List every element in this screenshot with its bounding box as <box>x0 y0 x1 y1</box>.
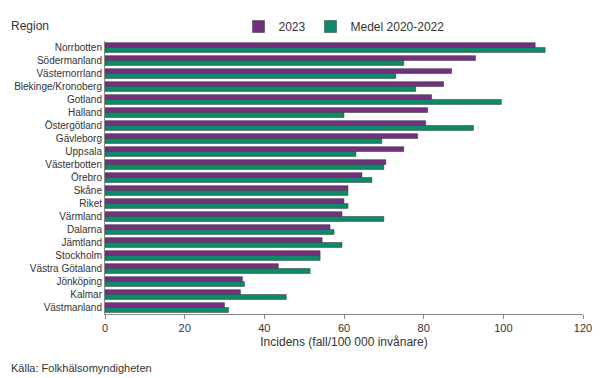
svg-text:Riket: Riket <box>79 198 102 209</box>
svg-text:Norrbotten: Norrbotten <box>55 42 102 53</box>
svg-text:Jönköping: Jönköping <box>56 276 102 287</box>
svg-text:40: 40 <box>258 322 270 334</box>
svg-text:Gävleborg: Gävleborg <box>56 133 102 144</box>
svg-text:100: 100 <box>494 322 512 334</box>
svg-text:Östergötland: Östergötland <box>45 120 102 131</box>
svg-text:Dalarna: Dalarna <box>67 224 102 235</box>
svg-text:Halland: Halland <box>68 107 102 118</box>
svg-text:60: 60 <box>338 322 350 334</box>
svg-text:Gotland: Gotland <box>67 94 102 105</box>
svg-text:Södermanland: Södermanland <box>37 55 102 66</box>
svg-text:0: 0 <box>102 322 108 334</box>
svg-text:20: 20 <box>179 322 191 334</box>
svg-text:80: 80 <box>418 322 430 334</box>
svg-text:Värmland: Värmland <box>59 211 102 222</box>
svg-text:Källa: Folkhälsomyndigheten: Källa: Folkhälsomyndigheten <box>11 362 152 374</box>
svg-text:Örebro: Örebro <box>71 172 103 183</box>
svg-text:Västerbotten: Västerbotten <box>45 159 102 170</box>
svg-text:Kalmar: Kalmar <box>70 289 102 300</box>
svg-text:Region: Region <box>11 19 49 33</box>
svg-text:120: 120 <box>574 322 592 334</box>
svg-text:Stockholm: Stockholm <box>55 250 102 261</box>
svg-text:Västernorrland: Västernorrland <box>36 68 102 79</box>
svg-text:Jämtland: Jämtland <box>61 237 102 248</box>
svg-text:Västmanland: Västmanland <box>44 302 102 313</box>
svg-text:Blekinge/Kronoberg: Blekinge/Kronoberg <box>14 81 102 92</box>
svg-text:Västra Götaland: Västra Götaland <box>30 263 102 274</box>
svg-text:Uppsala: Uppsala <box>65 146 102 157</box>
svg-text:2023: 2023 <box>279 20 306 34</box>
svg-text:Medel 2020-2022: Medel 2020-2022 <box>351 20 445 34</box>
svg-text:Skåne: Skåne <box>74 185 103 196</box>
svg-text:Incidens (fall/100 000 invånar: Incidens (fall/100 000 invånare) <box>260 335 427 349</box>
